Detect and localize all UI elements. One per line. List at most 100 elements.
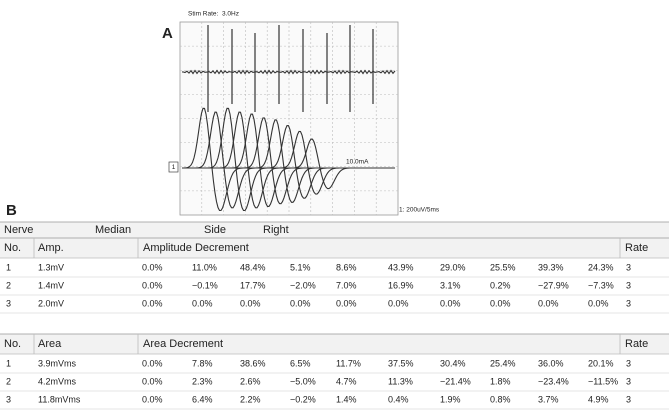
table-cell: 0.0% xyxy=(142,394,163,404)
table: Nerve Median Side Right No. Amp. Amplitude Dec… xyxy=(0,222,669,409)
nerve-cell: Side xyxy=(204,224,226,236)
table-cell: 11.0% xyxy=(192,262,217,272)
table-cell: 24.3% xyxy=(588,262,614,272)
table-cell: 3.7% xyxy=(538,394,559,404)
table-cell: 25.4% xyxy=(490,358,516,368)
table-cell: 2.2% xyxy=(240,394,261,404)
scale: 1: 200uV/5ms xyxy=(399,207,440,214)
column-header: Rate xyxy=(625,242,648,254)
table-cell: −11.5% xyxy=(588,376,618,386)
table-cell: 1 xyxy=(6,262,11,272)
channel-label: 1 xyxy=(172,164,176,171)
column-header: Area xyxy=(38,338,62,350)
table-cell: 43.9% xyxy=(388,262,414,272)
table-cell: 0.0% xyxy=(440,298,461,308)
column-header: Rate xyxy=(625,338,648,350)
nerve-cell: Median xyxy=(95,224,131,236)
table-cell: 2.0mV xyxy=(38,298,64,308)
table-cell: 0.0% xyxy=(336,298,357,308)
table-cell: −7.3% xyxy=(588,280,614,290)
header-bg xyxy=(0,334,669,354)
table-cell: 3 xyxy=(626,280,631,290)
table-cell: 11.7% xyxy=(336,358,361,368)
table-cell: 0.0% xyxy=(240,298,261,308)
table-cell: 1.4mV xyxy=(38,280,64,290)
column-header: Area Decrement xyxy=(143,338,223,350)
table-cell: 17.7% xyxy=(240,280,266,290)
table-cell: −0.2% xyxy=(290,394,316,404)
table-cell: 4.7% xyxy=(336,376,357,386)
table-cell: 3.9mVms xyxy=(38,358,77,368)
table-cell: −5.0% xyxy=(290,376,316,386)
table-cell: 29.0% xyxy=(440,262,466,272)
table-cell: −2.0% xyxy=(290,280,316,290)
table-cell: 0.0% xyxy=(290,298,311,308)
table-cell: 3 xyxy=(6,394,11,404)
panel-b-label: B xyxy=(6,202,17,219)
table-cell: 0.0% xyxy=(192,298,213,308)
table-cell: 30.4% xyxy=(440,358,466,368)
table-cell: 0.0% xyxy=(142,280,163,290)
table-cell: 0.0% xyxy=(142,376,163,386)
nerve-cell: Right xyxy=(263,224,289,236)
table-cell: 3 xyxy=(626,394,631,404)
nerve-cell: Nerve xyxy=(4,224,33,236)
table-cell: 48.4% xyxy=(240,262,266,272)
table-cell: 4.9% xyxy=(588,394,609,404)
table-cell: 2 xyxy=(6,376,11,386)
table-cell: 0.8% xyxy=(490,394,511,404)
table-cell: 0.0% xyxy=(538,298,559,308)
table-cell: 1.3mV xyxy=(38,262,64,272)
stim-rate: 3.0Hz xyxy=(222,11,239,18)
table-cell: 1 xyxy=(6,358,11,368)
table-cell: 7.0% xyxy=(336,280,357,290)
table-cell: 1.8% xyxy=(490,376,511,386)
table-cell: 38.6% xyxy=(240,358,266,368)
table-cell: 5.1% xyxy=(290,262,311,272)
table-cell: −0.1% xyxy=(192,280,218,290)
table-cell: 20.1% xyxy=(588,358,614,368)
table-cell: 0.0% xyxy=(588,298,609,308)
table-cell: 0.4% xyxy=(388,394,409,404)
intensity: 10.0mA xyxy=(346,159,369,166)
table-cell: 0.0% xyxy=(142,298,163,308)
column-header: No. xyxy=(4,242,21,254)
table-cell: 3 xyxy=(6,298,11,308)
table-cell: 6.5% xyxy=(290,358,311,368)
figure: 1 Stim Rate: 3.0Hz A 10.0mA 1: 200uV/5ms… xyxy=(0,0,669,414)
table-cell: −21.4% xyxy=(440,376,471,386)
table-cell: 25.5% xyxy=(490,262,516,272)
table-cell: 0.0% xyxy=(388,298,409,308)
table-cell: 11.8mVms xyxy=(38,394,81,404)
table-cell: 11.3% xyxy=(388,376,413,386)
table-cell: 3 xyxy=(626,298,631,308)
table-cell: 3 xyxy=(626,376,631,386)
table-cell: 3.1% xyxy=(440,280,461,290)
table-cell: 4.2mVms xyxy=(38,376,77,386)
table-cell: 0.0% xyxy=(142,358,163,368)
column-header: Amp. xyxy=(38,242,64,254)
table-cell: 0.0% xyxy=(142,262,163,272)
header-bg xyxy=(0,238,669,258)
table-cell: 1.4% xyxy=(336,394,357,404)
stim-rate-label: Stim Rate: xyxy=(188,11,219,18)
panel-a-label: A xyxy=(162,25,173,42)
table-cell: 6.4% xyxy=(192,394,213,404)
page: {"panel_a": {"label": "A", "stim_rate_la… xyxy=(0,0,669,414)
table-cell: 8.6% xyxy=(336,262,357,272)
table-cell: 2.6% xyxy=(240,376,261,386)
table-cell: −23.4% xyxy=(538,376,569,386)
table-cell: 2.3% xyxy=(192,376,213,386)
column-header: Amplitude Decrement xyxy=(143,242,249,254)
table-cell: 3 xyxy=(626,358,631,368)
table-cell: 36.0% xyxy=(538,358,564,368)
table-cell: 37.5% xyxy=(388,358,414,368)
table-cell: −27.9% xyxy=(538,280,569,290)
table-cell: 0.2% xyxy=(490,280,511,290)
table-cell: 16.9% xyxy=(388,280,414,290)
table-cell: 1.9% xyxy=(440,394,461,404)
table-cell: 39.3% xyxy=(538,262,564,272)
table-cell: 0.0% xyxy=(490,298,511,308)
column-header: No. xyxy=(4,338,21,350)
table-cell: 7.8% xyxy=(192,358,213,368)
